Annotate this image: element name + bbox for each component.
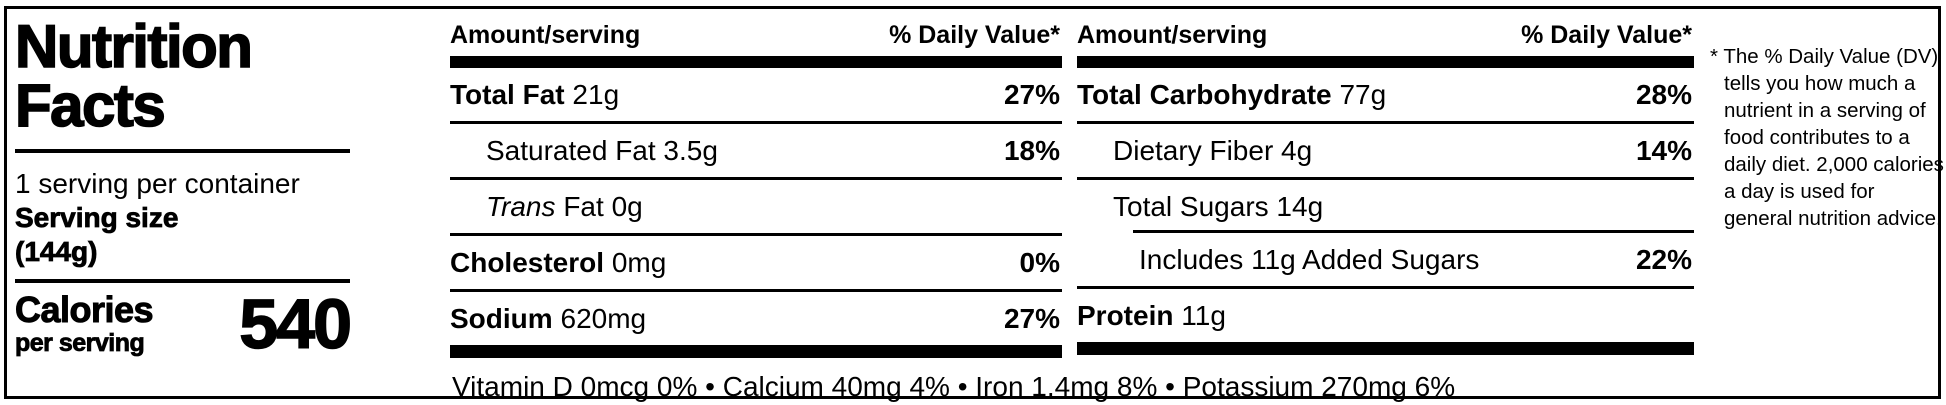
label-border-frame: Nutrition Facts 1 serving per container … [4, 6, 1944, 402]
nutrient-daily-value: 0% [1019, 246, 1060, 278]
nutrient-amount: Includes 11g Added Sugars [1139, 243, 1480, 275]
nutrient-row-sodium: Sodium 620mg 27% [450, 292, 1062, 345]
nutrient-amount: 11g [1181, 299, 1226, 331]
nutrient-name: Total Fat [450, 78, 565, 110]
calories-labels: Calories per serving [14, 289, 154, 357]
divider-rule [15, 149, 350, 153]
calories-value: 540 [238, 285, 352, 363]
footnote-text: The % Daily Value (DV) tells you how muc… [1723, 45, 1944, 230]
nutrient-daily-value: 14% [1635, 134, 1692, 166]
header-bar [1077, 56, 1694, 68]
serving-size-label: Serving size [15, 202, 179, 234]
footnote-gap [1694, 15, 1710, 392]
nutrient-columns-row: Amount/serving % Daily Value* Total Fat … [450, 15, 1694, 358]
nutrient-column-1: Amount/serving % Daily Value* Total Fat … [450, 15, 1062, 358]
nutrient-daily-value: 18% [1003, 134, 1060, 166]
serving-panel: Nutrition Facts 1 serving per container … [14, 13, 353, 392]
column-header: Amount/serving % Daily Value* [1077, 15, 1694, 56]
nutrient-row-saturated-fat: Saturated Fat 3.5g 18% [450, 124, 1062, 180]
nutrient-row-added-sugars: Includes 11g Added Sugars 22% [1077, 230, 1694, 289]
nutrient-name: Protein [1077, 299, 1174, 331]
nutrient-row-cholesterol: Cholesterol 0mg 0% [450, 236, 1062, 292]
nutrient-daily-value: 22% [1635, 243, 1692, 275]
nutrient-row-total-carbohydrate: Total Carbohydrate 77g 28% [1077, 68, 1694, 124]
nutrient-name: Trans [486, 190, 556, 222]
nutrient-row-trans-fat: Trans Fat 0g [450, 180, 1062, 236]
nutrient-amount: Total Sugars 14g [1113, 190, 1324, 222]
calories-label: Calories [14, 289, 154, 330]
servings-per-container: 1 serving per container [15, 168, 300, 199]
nutrient-amount: Saturated Fat 3.5g [486, 134, 718, 166]
header-bar [450, 56, 1062, 68]
nutrient-amount: 0mg [611, 246, 667, 278]
nutrient-name: Total Carbohydrate [1077, 78, 1332, 110]
nutrient-column-2: Amount/serving % Daily Value* Total Carb… [1077, 15, 1694, 358]
nutrient-row-dietary-fiber: Dietary Fiber 4g 14% [1077, 124, 1694, 180]
nutrient-name: Cholesterol [450, 246, 605, 278]
footnote-marker: * [1710, 45, 1718, 68]
nutrient-daily-value: 27% [1003, 78, 1060, 110]
nutrient-amount: Fat 0g [563, 190, 643, 222]
column-bottom-bar [450, 345, 1062, 358]
nutrient-row-total-sugars: Total Sugars 14g [1077, 180, 1694, 233]
nutrient-columns: Amount/serving % Daily Value* Total Fat … [450, 15, 1694, 402]
calories-row: Calories per serving 540 [14, 285, 352, 363]
nutrient-amount: Dietary Fiber 4g [1113, 134, 1313, 166]
nutrition-facts-title: Nutrition Facts [14, 13, 254, 139]
nutrient-name: Sodium [450, 302, 553, 334]
nutrient-row-total-fat: Total Fat 21g 27% [450, 68, 1062, 124]
column-header-daily-value: % Daily Value* [1521, 21, 1692, 49]
nutrient-amount: 620mg [560, 302, 647, 334]
nutrient-daily-value: 28% [1635, 78, 1692, 110]
column-header-amount: Amount/serving [450, 21, 641, 49]
column-header-amount: Amount/serving [1077, 21, 1268, 49]
column-bottom-bar [1077, 342, 1694, 355]
column-header-daily-value: % Daily Value* [889, 21, 1060, 49]
calories-sublabel: per serving [15, 329, 146, 357]
column-gap [1062, 15, 1077, 358]
nutrient-daily-value: 27% [1003, 302, 1060, 334]
divider-rule [15, 279, 350, 283]
micronutrients-line: Vitamin D 0mcg 0% • Calcium 40mg 4% • Ir… [452, 371, 1456, 402]
panel-gap [350, 15, 450, 392]
nutrient-row-protein: Protein 11g [1077, 289, 1694, 342]
nutrient-amount: 21g [572, 78, 620, 110]
nutrient-amount: 77g [1339, 78, 1387, 110]
column-header: Amount/serving % Daily Value* [450, 15, 1062, 56]
serving-size-value: (144g) [15, 236, 98, 268]
daily-value-footnote: * The % Daily Value (DV) tells you how m… [1710, 15, 1946, 392]
